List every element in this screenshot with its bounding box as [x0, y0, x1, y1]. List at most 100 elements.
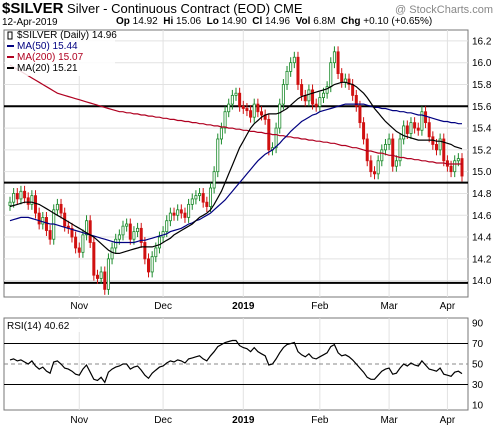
price-y-tick-label: 15.6 — [472, 102, 492, 113]
candle-body — [416, 127, 420, 131]
candle-body — [449, 165, 453, 173]
exchange: CME — [273, 1, 303, 16]
candle-body — [179, 209, 183, 214]
candle-body — [373, 171, 377, 175]
candle-body — [398, 138, 402, 162]
price-x-tick-label: Dec — [154, 301, 172, 312]
candle-body — [219, 127, 223, 140]
candle-body — [165, 220, 169, 233]
candle-body — [252, 103, 256, 118]
rsi-y-tick-label: 90 — [472, 319, 484, 330]
rsi-y-tick-label: 70 — [472, 339, 484, 350]
candle-body — [249, 110, 253, 118]
candle-body — [15, 193, 19, 200]
price-y-tick-label: 16.0 — [472, 58, 492, 69]
chg-value: +0.10 (+0.65%) — [363, 16, 433, 27]
candle-body — [201, 193, 205, 203]
rsi-y-tick-label: 30 — [472, 380, 484, 391]
rsi-y-tick-label: 50 — [472, 360, 484, 371]
chart-title: $SILVER Silver - Continuous Contract (EO… — [2, 0, 303, 17]
candle-body — [8, 201, 12, 206]
low-value: 14.90 — [221, 16, 247, 27]
candle-body — [369, 160, 373, 173]
candle-body — [336, 51, 340, 74]
candle-body — [329, 62, 333, 88]
candle-body — [117, 234, 121, 240]
candle-body — [92, 242, 96, 276]
close-label: Cl — [252, 16, 263, 27]
candle-body — [434, 144, 438, 151]
candle-body — [274, 127, 278, 149]
candle-body — [187, 203, 191, 218]
price-y-tick-label: 14.8 — [472, 189, 492, 200]
rsi-x-tick-label: Dec — [154, 415, 172, 426]
candle-body — [311, 89, 315, 105]
high-label: Hi — [163, 16, 174, 27]
price-y-tick-label: 14.0 — [472, 276, 492, 287]
candle-body — [143, 242, 147, 260]
price-y-tick-label: 14.2 — [472, 254, 492, 265]
candle-body — [307, 89, 311, 102]
candle-body — [442, 138, 446, 162]
candle-body — [23, 190, 27, 199]
candle-body — [172, 212, 176, 216]
candle-body — [59, 203, 63, 214]
price-y-tick-label: 14.4 — [472, 233, 492, 244]
candle-body — [168, 212, 172, 222]
candle-body — [314, 103, 318, 107]
candle-body — [351, 84, 355, 96]
chg-label: Chg — [341, 16, 361, 27]
price-y-tick-label: 14.6 — [472, 211, 492, 222]
description: Silver - Continuous Contract (EOD) — [67, 1, 271, 16]
candle-body — [238, 92, 242, 107]
candle-body — [136, 227, 140, 233]
candle-body — [44, 217, 48, 231]
candle-body — [234, 92, 238, 96]
candle-body — [347, 78, 351, 85]
candle-body — [99, 271, 103, 279]
candle-body — [325, 86, 329, 94]
rsi-x-tick-label: Feb — [311, 415, 329, 426]
chart-date: 12-Apr-2019 — [2, 17, 58, 28]
candle-body — [267, 118, 271, 151]
ohlc-readout: Op 14.92 Hi 15.06 Lo 14.90 Cl 14.96 Vol … — [116, 16, 432, 27]
legend-entry: MA(50) 15.44 — [17, 41, 78, 52]
rsi-y-tick-label: 10 — [472, 400, 484, 411]
candle-body — [139, 227, 143, 243]
price-x-tick-label: Mar — [380, 301, 398, 312]
candle-body — [128, 223, 132, 240]
candle-body — [103, 271, 107, 290]
candle-body — [85, 220, 89, 236]
candle-body — [340, 73, 344, 83]
candle-body — [12, 193, 16, 203]
candle-body — [260, 111, 264, 116]
candle-body — [230, 94, 234, 105]
candle-body — [223, 111, 227, 129]
rsi-x-tick-label: Mar — [380, 415, 398, 426]
price-x-tick-label: 2019 — [232, 301, 255, 312]
candle-body — [296, 56, 300, 85]
candle-body — [154, 247, 158, 258]
candle-body — [147, 258, 151, 273]
legend-entry: MA(20) 15.21 — [17, 63, 78, 74]
candle-body — [176, 209, 180, 216]
candle-body — [285, 71, 289, 85]
candle-body — [198, 193, 202, 197]
legend-background — [5, 31, 115, 76]
price-y-tick-label: 15.4 — [472, 124, 492, 135]
rsi-x-tick-label: Apr — [440, 415, 456, 426]
high-value: 15.06 — [176, 16, 202, 27]
ma20-line — [9, 81, 463, 254]
candle-body — [208, 187, 212, 207]
candle-body — [380, 149, 384, 162]
candle-body — [402, 125, 406, 140]
candle-body — [74, 236, 78, 249]
candle-body — [456, 158, 460, 162]
candle-body — [241, 105, 245, 109]
candle-body — [70, 227, 74, 238]
candle-body — [289, 62, 293, 72]
candle-body — [110, 247, 114, 260]
candle-body — [132, 231, 136, 240]
candle-body — [394, 160, 398, 167]
